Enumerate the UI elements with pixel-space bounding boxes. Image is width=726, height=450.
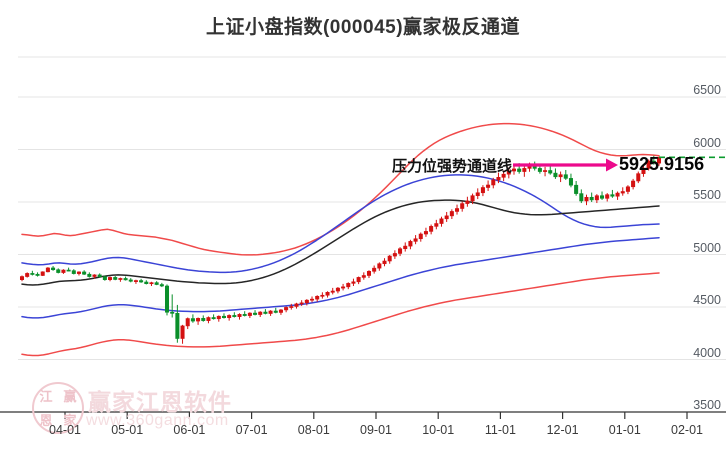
channel-line-3 [21,236,660,319]
seal-char-3: 赢 [63,388,77,404]
seal-char-2: 恩 [39,412,53,428]
x-axis-label: 11-01 [484,423,516,437]
y-axis-label: 6000 [693,135,721,150]
x-axis-label: 05-01 [111,423,144,437]
seal-char-1: 江 [39,388,53,404]
y-axis-label: 5000 [693,240,721,255]
x-axis-label: 12-01 [546,423,579,437]
y-axis-label: 5500 [693,188,721,202]
y-axis-label: 6500 [693,83,721,97]
x-axis-label: 08-01 [297,423,330,437]
channel-line-2 [21,199,660,286]
seal-char-4: 家 [63,412,77,428]
candlestick-series [19,155,662,344]
current-price-label: 5925.9156 [619,154,705,174]
x-axis-label: 04-01 [49,423,81,437]
channel-line-1 [21,174,660,274]
y-axis-label: 4000 [693,345,721,360]
watermark-seal-logo: 江 赢 恩 家 [32,382,84,434]
x-axis-label: 09-01 [360,423,392,437]
annotation-label: 压力位强势通道线 [392,158,513,175]
y-axis-label: 3500 [693,398,721,412]
channel-line-0 [21,122,660,256]
annotation-arrow-head [606,158,618,172]
channel-line-4 [21,272,660,357]
grid-lines [18,56,726,413]
x-axis-label: 02-01 [671,423,703,437]
x-axis-label: 10-01 [422,423,455,437]
watermark-brand: 赢家江恩软件 [88,389,232,415]
x-axis-label: 07-01 [235,423,268,437]
x-axis-label: 06-01 [173,423,206,437]
watermark-url: www.360gann.com [86,412,229,429]
x-axis-label: 01-01 [608,423,641,437]
y-axis-label: 4500 [693,293,721,307]
chart-title: 上证小盘指数(000045)赢家极反通道 [205,17,521,38]
